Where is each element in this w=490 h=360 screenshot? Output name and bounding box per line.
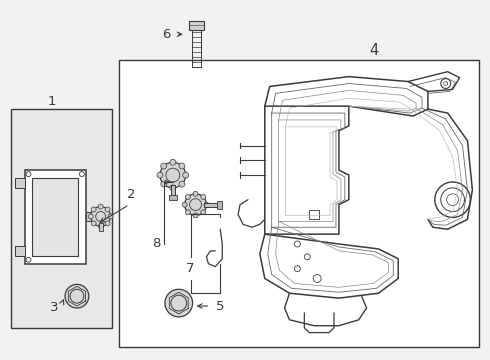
Circle shape — [165, 289, 193, 317]
Bar — [171, 185, 175, 199]
Circle shape — [201, 210, 206, 215]
Bar — [204, 203, 220, 207]
Bar — [24, 170, 86, 264]
Circle shape — [161, 163, 167, 169]
Circle shape — [204, 202, 209, 207]
Text: 3: 3 — [50, 301, 58, 315]
Circle shape — [98, 204, 103, 209]
Bar — [15, 246, 24, 256]
Circle shape — [182, 202, 187, 207]
Circle shape — [88, 214, 93, 219]
Circle shape — [185, 210, 190, 215]
Circle shape — [157, 172, 163, 178]
Circle shape — [185, 194, 190, 199]
Circle shape — [65, 284, 89, 308]
Circle shape — [435, 182, 470, 217]
Circle shape — [185, 194, 206, 215]
Circle shape — [160, 162, 186, 188]
Circle shape — [105, 221, 110, 226]
Text: 8: 8 — [152, 238, 160, 251]
Circle shape — [193, 191, 198, 196]
Text: 7: 7 — [186, 262, 195, 275]
Bar — [189, 21, 204, 30]
Bar — [98, 223, 102, 231]
Circle shape — [193, 213, 198, 218]
Circle shape — [161, 181, 167, 187]
Bar — [309, 210, 319, 219]
Text: 1: 1 — [48, 95, 56, 108]
Bar — [11, 109, 112, 328]
Circle shape — [105, 207, 110, 212]
Bar — [86, 212, 96, 221]
Circle shape — [91, 207, 96, 212]
Circle shape — [201, 194, 206, 199]
Circle shape — [170, 185, 176, 191]
Text: 4: 4 — [369, 42, 378, 58]
Bar — [218, 201, 222, 208]
Circle shape — [108, 214, 113, 219]
Circle shape — [98, 224, 103, 229]
Circle shape — [91, 207, 111, 226]
Bar — [120, 60, 479, 347]
Circle shape — [91, 221, 96, 226]
Circle shape — [179, 163, 185, 169]
Circle shape — [170, 159, 176, 165]
Bar — [32, 178, 78, 256]
Circle shape — [183, 172, 189, 178]
Circle shape — [179, 181, 185, 187]
Bar — [169, 195, 177, 200]
Text: 5: 5 — [216, 300, 224, 312]
Text: 6: 6 — [162, 28, 170, 41]
Bar — [15, 178, 24, 188]
Text: 2: 2 — [127, 188, 136, 201]
